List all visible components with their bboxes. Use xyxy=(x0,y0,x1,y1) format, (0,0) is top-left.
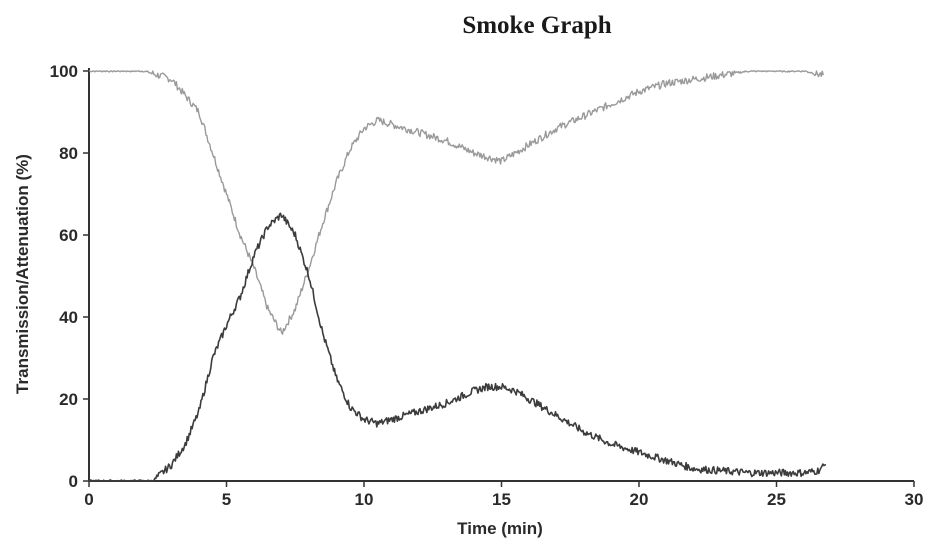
y-axis-ticks: 0 20 40 60 80 100 xyxy=(50,62,89,491)
x-axis-ticks: 0 5 10 15 20 25 30 xyxy=(84,481,923,509)
y-tick-label: 20 xyxy=(59,390,78,409)
y-tick-label: 100 xyxy=(50,62,78,81)
y-axis-label: Transmission/Attenuation (%) xyxy=(13,154,32,394)
y-tick-label: 0 xyxy=(69,472,78,491)
y-tick-label: 80 xyxy=(59,144,78,163)
y-tick-label: 60 xyxy=(59,226,78,245)
x-tick-label: 0 xyxy=(84,490,93,509)
y-tick-label: 40 xyxy=(59,308,78,327)
plot-area xyxy=(88,68,914,482)
series-layer xyxy=(88,70,827,482)
x-tick-label: 20 xyxy=(630,490,649,509)
x-tick-label: 5 xyxy=(222,490,231,509)
x-tick-label: 10 xyxy=(355,490,374,509)
attenuation-series-line xyxy=(88,212,827,482)
x-tick-label: 30 xyxy=(905,490,924,509)
x-tick-label: 25 xyxy=(767,490,786,509)
x-tick-label: 15 xyxy=(492,490,511,509)
chart-title: Smoke Graph xyxy=(462,12,611,39)
x-axis-label: Time (min) xyxy=(457,519,543,538)
transmission-series-line xyxy=(89,70,824,335)
